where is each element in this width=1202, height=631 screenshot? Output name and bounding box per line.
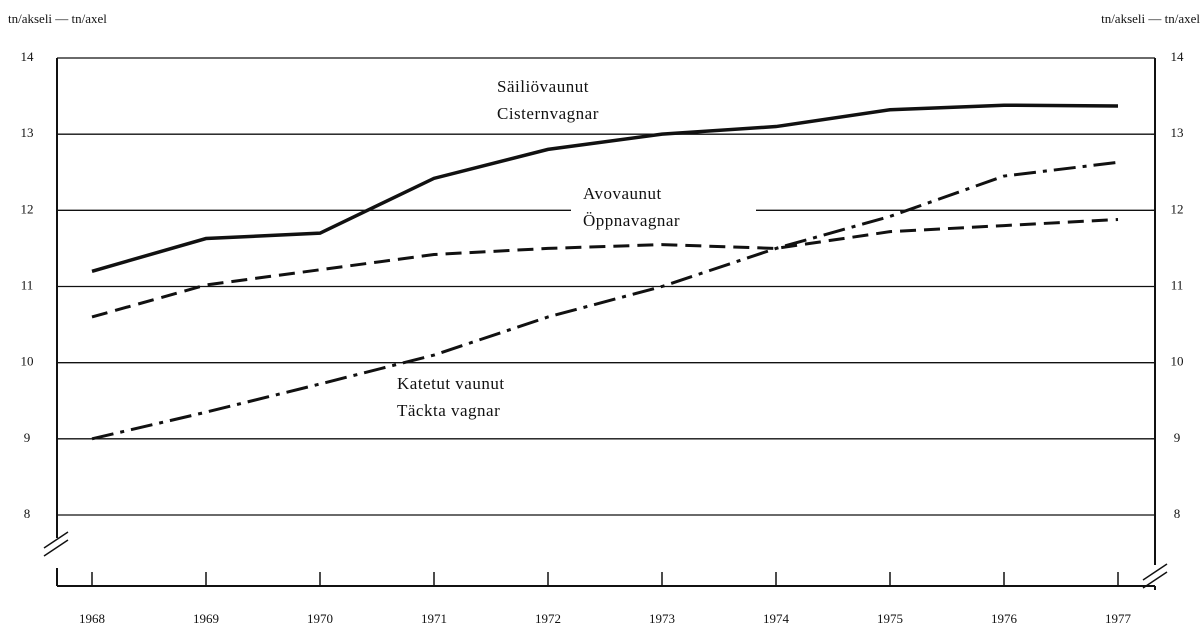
x-tick-label: 1969	[193, 611, 219, 626]
y2-axis-label: tn/akseli — tn/axel	[1101, 11, 1200, 26]
x-tick-label: 1971	[421, 611, 447, 626]
x-tick-label: 1970	[307, 611, 333, 626]
series-label: Täckta vagnar	[397, 401, 500, 420]
series-label: Säiliövaunut	[497, 77, 589, 96]
y-tick-label: 13	[21, 125, 34, 140]
y-tick-label: 8	[24, 506, 31, 521]
y2-tick-label: 14	[1171, 49, 1185, 64]
y2-tick-label: 13	[1171, 125, 1184, 140]
y-axis-label: tn/akseli — tn/axel	[8, 11, 107, 26]
series-label: Katetut vaunut	[397, 374, 505, 393]
y2-tick-label: 10	[1171, 354, 1184, 369]
y2-tick-label: 8	[1174, 506, 1181, 521]
x-tick-label: 1973	[649, 611, 675, 626]
series-label: Avovaunut	[583, 184, 662, 203]
label-background	[571, 181, 756, 231]
series-line	[91, 103, 1119, 273]
axis-break	[43, 531, 69, 549]
series-line	[91, 160, 1119, 441]
series-label: Öppnavagnar	[583, 211, 680, 230]
series-line	[91, 217, 1119, 319]
y-tick-label: 12	[21, 201, 34, 216]
y-tick-label: 10	[21, 354, 34, 369]
y-tick-label: 11	[21, 277, 34, 292]
series-label: Cisternvagnar	[497, 104, 599, 123]
y-tick-label: 9	[24, 430, 31, 445]
y2-tick-label: 9	[1174, 430, 1181, 445]
y-tick-label: 14	[21, 49, 35, 64]
axis-break	[1142, 563, 1168, 581]
x-tick-label: 1968	[79, 611, 105, 626]
x-tick-label: 1974	[763, 611, 790, 626]
x-tick-label: 1976	[991, 611, 1018, 626]
x-tick-label: 1977	[1105, 611, 1132, 626]
y2-tick-label: 12	[1171, 201, 1184, 216]
y2-tick-label: 11	[1171, 277, 1184, 292]
x-tick-label: 1975	[877, 611, 903, 626]
axis-break	[43, 539, 69, 557]
x-tick-label: 1972	[535, 611, 561, 626]
